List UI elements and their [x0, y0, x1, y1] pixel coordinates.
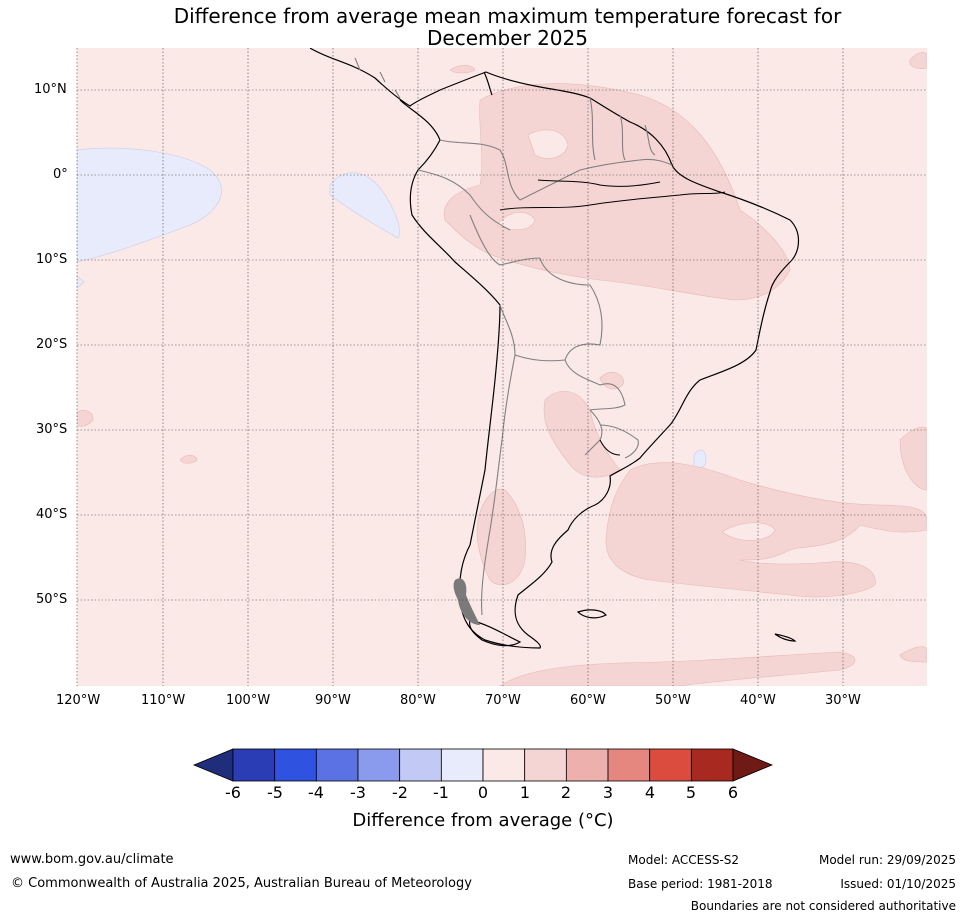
map-title: Difference from average mean maximum tem…	[0, 5, 965, 49]
coastline-south-america	[309, 48, 800, 649]
boundaries-disclaimer: Boundaries are not considered authoritat…	[690, 899, 956, 913]
border-colombia-venezuela	[439, 139, 521, 201]
lat-label-20s: 20°S	[36, 337, 68, 352]
river-lower-amazon	[537, 179, 661, 187]
lon-label-60w: 60°W	[570, 693, 606, 708]
anomaly-region-cool-galapagos	[329, 172, 400, 239]
border-colombia-ecuador-peru	[417, 169, 511, 231]
lon-label-30w: 30°W	[825, 693, 861, 708]
coastline-lake-maracaibo	[483, 71, 493, 96]
lon-label-40w: 40°W	[740, 693, 776, 708]
river-amazon	[499, 191, 726, 211]
coastline-tierra-del-fuego	[469, 619, 522, 647]
copyright-notice: © Commonwealth of Australia 2025, Austra…	[11, 876, 472, 891]
coastline-south-georgia	[774, 633, 797, 642]
model-name: Model: ACCESS-S2	[628, 853, 740, 867]
colorbar-bin	[274, 748, 317, 782]
title-line-1: Difference from average mean maximum tem…	[173, 4, 842, 28]
border-uruguay	[599, 424, 639, 459]
lat-label-50s: 50°S	[36, 592, 68, 607]
colorbar-label: -1	[433, 783, 449, 802]
colorbar-label: -2	[392, 783, 408, 802]
colorbar-bin	[607, 748, 651, 782]
anomaly-region-warm-west	[77, 410, 94, 427]
lon-label-90w: 90°W	[315, 693, 351, 708]
colorbar-bin	[232, 748, 276, 782]
anomaly-region-warm-patagonia	[476, 488, 526, 585]
colorbar-label: 2	[560, 783, 572, 802]
colorbar-bin	[565, 748, 609, 782]
colorbar-label: 1	[519, 783, 531, 802]
title-line-2: December 2025	[427, 26, 588, 50]
colorbar-bin	[315, 748, 359, 782]
colorbar-label: 3	[602, 783, 614, 802]
border-paraguay	[564, 359, 626, 411]
border-guianas	[589, 97, 656, 161]
coastline-falklands	[576, 609, 607, 619]
colorbar-bin	[440, 748, 484, 782]
colorbar-bin	[399, 748, 442, 782]
lon-label-110w: 110°W	[141, 693, 186, 708]
model-run-date: Model run: 29/09/2025	[818, 853, 956, 867]
colorbar-label: 0	[477, 783, 489, 802]
colorbar-bin	[482, 748, 526, 782]
anomaly-region-warm-west-small	[179, 454, 198, 464]
lat-label-10s: 10°S	[36, 252, 68, 267]
colorbar-extend-high	[732, 748, 774, 782]
lat-label-0: 0°	[53, 167, 68, 182]
border-venezuela-brazil	[519, 158, 673, 201]
colorbar-extend-low	[192, 748, 234, 782]
anomaly-region-cool-pacific-west	[77, 147, 222, 263]
colorbar-label: -6	[225, 783, 241, 802]
border-argentina-chile	[481, 354, 516, 616]
anomaly-region-warm-caribbean	[449, 64, 476, 74]
base-period: Base period: 1981-2018	[628, 877, 773, 891]
colorbar-bin	[524, 748, 567, 782]
website-link[interactable]: www.bom.gov.au/climate	[10, 852, 174, 867]
colorbar-label: -5	[267, 783, 283, 802]
border-peru-chile-bolivia	[499, 304, 516, 356]
anomaly-region-cool-sw	[77, 275, 85, 289]
colorbar-label: 4	[644, 783, 656, 802]
colorbar-label: -3	[350, 783, 366, 802]
lon-label-100w: 100°W	[226, 693, 271, 708]
colorbar-title: Difference from average (°C)	[352, 810, 614, 831]
lon-label-50w: 50°W	[655, 693, 691, 708]
chilean-archipelago	[453, 578, 480, 625]
lon-label-120w: 120°W	[56, 693, 101, 708]
lat-label-40s: 40°S	[36, 507, 68, 522]
anomaly-region-warm-parana	[599, 371, 625, 390]
colorbar-bin	[649, 748, 692, 782]
anomaly-region-warm-se-corner	[899, 646, 927, 663]
anomaly-region-cool-atlantic	[693, 449, 707, 469]
colorbar-label: -4	[308, 783, 324, 802]
lat-label-30s: 30°S	[36, 422, 68, 437]
border-central-america	[354, 57, 401, 99]
issued-date: Issued: 01/10/2025	[840, 877, 956, 891]
anomaly-region-neutral-hole-amazon	[496, 212, 536, 230]
lon-label-80w: 80°W	[400, 693, 436, 708]
border-peru-brazil	[469, 214, 541, 266]
river-plate	[599, 439, 621, 456]
anomaly-region-warm-southern-ocean	[499, 651, 856, 686]
colorbar	[192, 748, 774, 782]
colorbar-bin	[690, 748, 734, 782]
border-bolivia	[514, 257, 603, 362]
anomaly-region-neutral-hole-guiana	[527, 129, 569, 159]
colorbar-bin	[357, 748, 401, 782]
colorbar-label: 6	[727, 783, 739, 802]
colorbar-label: 5	[685, 783, 697, 802]
anomaly-region-neutral-hole-atlantic	[721, 522, 776, 541]
lon-label-70w: 70°W	[485, 693, 521, 708]
anomaly-region-warm-ne	[909, 52, 927, 69]
lat-label-10n: 10°N	[34, 82, 67, 97]
